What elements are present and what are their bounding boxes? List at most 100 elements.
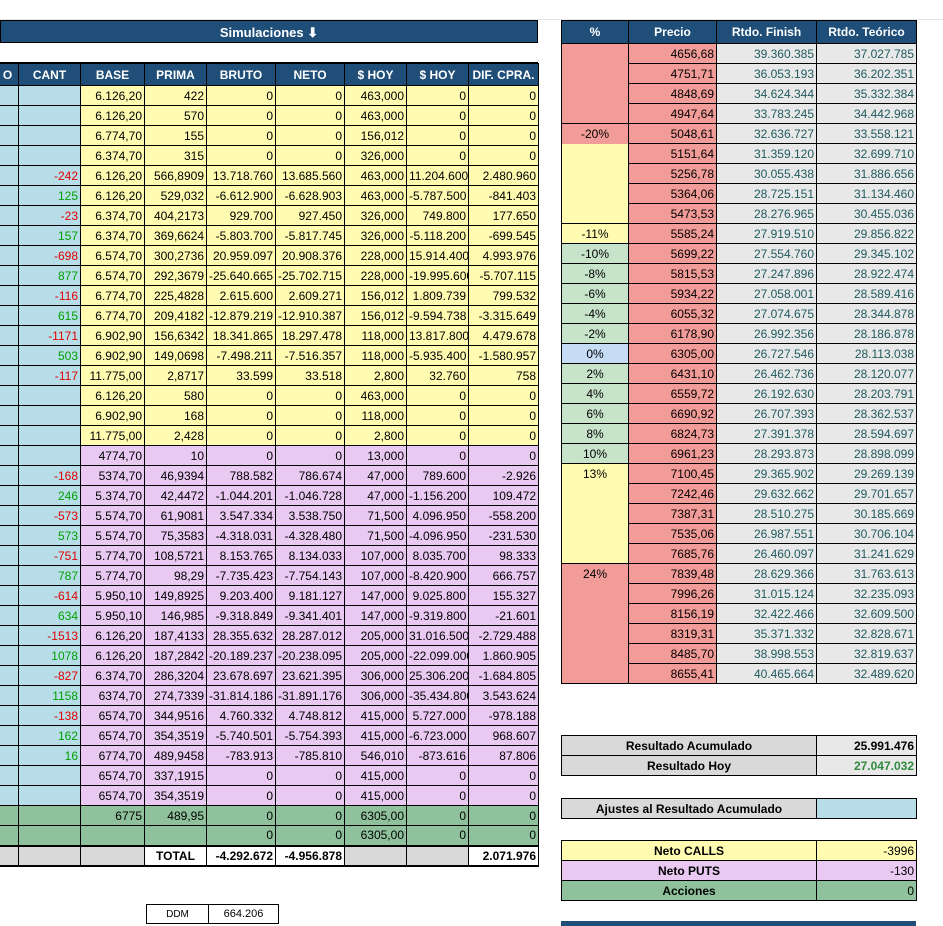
prima-cell[interactable]: 209,4182 — [144, 305, 207, 326]
neto-cell[interactable]: -7.754.143 — [275, 565, 345, 586]
hoy-price-cell[interactable]: 6305,00 — [344, 805, 407, 826]
neto-cell[interactable]: 20.908.376 — [275, 245, 345, 266]
hoy-price-cell[interactable]: 147,000 — [344, 585, 407, 606]
cant-cell[interactable] — [18, 425, 81, 446]
option-cell[interactable] — [0, 285, 19, 306]
pct-cell[interactable]: 24% — [561, 563, 629, 584]
dif-cpra-cell[interactable]: 4.479.678 — [468, 325, 539, 346]
hoy-value-cell[interactable]: -19.995.600 — [406, 265, 469, 286]
dif-cpra-cell[interactable]: -5.707.115 — [468, 265, 539, 286]
rtdo-finish-cell[interactable]: 27.554.760 — [716, 243, 817, 264]
cant-cell[interactable]: -117 — [18, 365, 81, 386]
option-cell[interactable] — [0, 185, 19, 206]
option-cell[interactable] — [0, 545, 19, 566]
rtdo-teorico-cell[interactable]: 28.344.878 — [816, 303, 917, 324]
option-cell[interactable] — [0, 825, 19, 846]
pct-cell[interactable]: -6% — [561, 283, 629, 304]
dif-cpra-cell[interactable]: 0 — [468, 425, 539, 446]
pct-cell[interactable]: -8% — [561, 263, 629, 284]
rtdo-teorico-cell[interactable]: 28.898.099 — [816, 443, 917, 464]
rtdo-finish-cell[interactable]: 27.074.675 — [716, 303, 817, 324]
bruto-cell[interactable]: -31.814.186 — [206, 685, 276, 706]
precio-cell[interactable]: 6305,00 — [628, 343, 717, 364]
prima-cell[interactable]: 354,3519 — [144, 785, 207, 806]
hoy-price-cell[interactable]: 118,000 — [344, 345, 407, 366]
hoy-price-cell[interactable]: 415,000 — [344, 705, 407, 726]
rtdo-finish-cell[interactable]: 31.015.124 — [716, 583, 817, 604]
cant-cell[interactable]: 615 — [18, 305, 81, 326]
prima-cell[interactable]: 149,8925 — [144, 585, 207, 606]
cant-cell[interactable] — [18, 785, 81, 806]
precio-cell[interactable]: 5815,53 — [628, 263, 717, 284]
hoy-price-cell[interactable]: 463,000 — [344, 165, 407, 186]
rtdo-teorico-cell[interactable]: 29.269.139 — [816, 463, 917, 484]
base-cell[interactable]: 11.775,00 — [80, 365, 145, 386]
precio-cell[interactable]: 7242,46 — [628, 483, 717, 504]
dif-cpra-cell[interactable]: -1.684.805 — [468, 665, 539, 686]
dif-cpra-cell[interactable]: 3.543.624 — [468, 685, 539, 706]
prima-cell[interactable]: 292,3679 — [144, 265, 207, 286]
rtdo-teorico-cell[interactable]: 30.706.104 — [816, 523, 917, 544]
cant-cell[interactable]: -1513 — [18, 625, 81, 646]
pct-cell[interactable] — [561, 163, 629, 184]
base-cell[interactable]: 5.374,70 — [80, 485, 145, 506]
precio-cell[interactable]: 4848,69 — [628, 83, 717, 104]
option-cell[interactable] — [0, 505, 19, 526]
option-cell[interactable] — [0, 785, 19, 806]
bruto-cell[interactable]: 0 — [206, 85, 276, 106]
option-cell[interactable] — [0, 405, 19, 426]
dif-cpra-cell[interactable]: 4.993.976 — [468, 245, 539, 266]
precio-cell[interactable]: 6431,10 — [628, 363, 717, 384]
column-header[interactable]: $ HOY — [406, 63, 469, 86]
hoy-value-cell[interactable]: 1.809.739 — [406, 285, 469, 306]
base-cell[interactable]: 5.950,10 — [80, 585, 145, 606]
prima-cell[interactable]: 168 — [144, 405, 207, 426]
rtdo-finish-cell[interactable]: 32.636.727 — [716, 123, 817, 144]
bruto-cell[interactable]: -25.640.665 — [206, 265, 276, 286]
option-cell[interactable] — [0, 485, 19, 506]
precio-cell[interactable]: 7100,45 — [628, 463, 717, 484]
hoy-price-cell[interactable]: 147,000 — [344, 605, 407, 626]
pct-cell[interactable] — [561, 643, 629, 664]
precio-cell[interactable]: 8485,70 — [628, 643, 717, 664]
pct-cell[interactable] — [561, 663, 629, 684]
column-header[interactable]: Precio — [628, 20, 717, 44]
option-cell[interactable] — [0, 385, 19, 406]
column-header[interactable]: PRIMA — [144, 63, 207, 86]
dif-cpra-cell[interactable]: 1.860.905 — [468, 645, 539, 666]
column-header[interactable]: BRUTO — [206, 63, 276, 86]
option-cell[interactable] — [0, 665, 19, 686]
base-cell[interactable]: 5.574,70 — [80, 505, 145, 526]
precio-cell[interactable]: 5256,78 — [628, 163, 717, 184]
precio-cell[interactable]: 7535,06 — [628, 523, 717, 544]
hoy-price-cell[interactable]: 306,000 — [344, 685, 407, 706]
rtdo-teorico-cell[interactable]: 30.185.669 — [816, 503, 917, 524]
column-header[interactable]: BASE — [80, 63, 145, 86]
hoy-value-cell[interactable]: 11.204.600 — [406, 165, 469, 186]
dif-cpra-cell[interactable]: -231.530 — [468, 525, 539, 546]
rtdo-teorico-cell[interactable]: 36.202.351 — [816, 63, 917, 84]
hoy-price-cell[interactable]: 156,012 — [344, 285, 407, 306]
option-cell[interactable] — [0, 145, 19, 166]
prima-cell[interactable]: 274,7339 — [144, 685, 207, 706]
bruto-cell[interactable]: 0 — [206, 105, 276, 126]
bruto-cell[interactable]: 20.959.097 — [206, 245, 276, 266]
neto-cell[interactable]: 8.134.033 — [275, 545, 345, 566]
cant-cell[interactable]: 125 — [18, 185, 81, 206]
dif-cpra-cell[interactable]: 758 — [468, 365, 539, 386]
rtdo-finish-cell[interactable]: 27.391.378 — [716, 423, 817, 444]
neto-cell[interactable]: 0 — [275, 425, 345, 446]
prima-cell[interactable]: 300,2736 — [144, 245, 207, 266]
bruto-cell[interactable]: 0 — [206, 785, 276, 806]
bruto-cell[interactable]: 0 — [206, 405, 276, 426]
hoy-value-cell[interactable]: 31.016.500 — [406, 625, 469, 646]
pct-cell[interactable]: -20% — [561, 123, 629, 144]
cant-cell[interactable]: -23 — [18, 205, 81, 226]
arrow-down-icon[interactable]: ⬇ — [307, 25, 319, 40]
bruto-cell[interactable]: 8.153.765 — [206, 545, 276, 566]
cant-cell[interactable]: 634 — [18, 605, 81, 626]
rtdo-finish-cell[interactable]: 28.629.366 — [716, 563, 817, 584]
bruto-cell[interactable]: 788.582 — [206, 465, 276, 486]
hoy-price-cell[interactable]: 205,000 — [344, 645, 407, 666]
prima-cell[interactable]: 10 — [144, 445, 207, 466]
